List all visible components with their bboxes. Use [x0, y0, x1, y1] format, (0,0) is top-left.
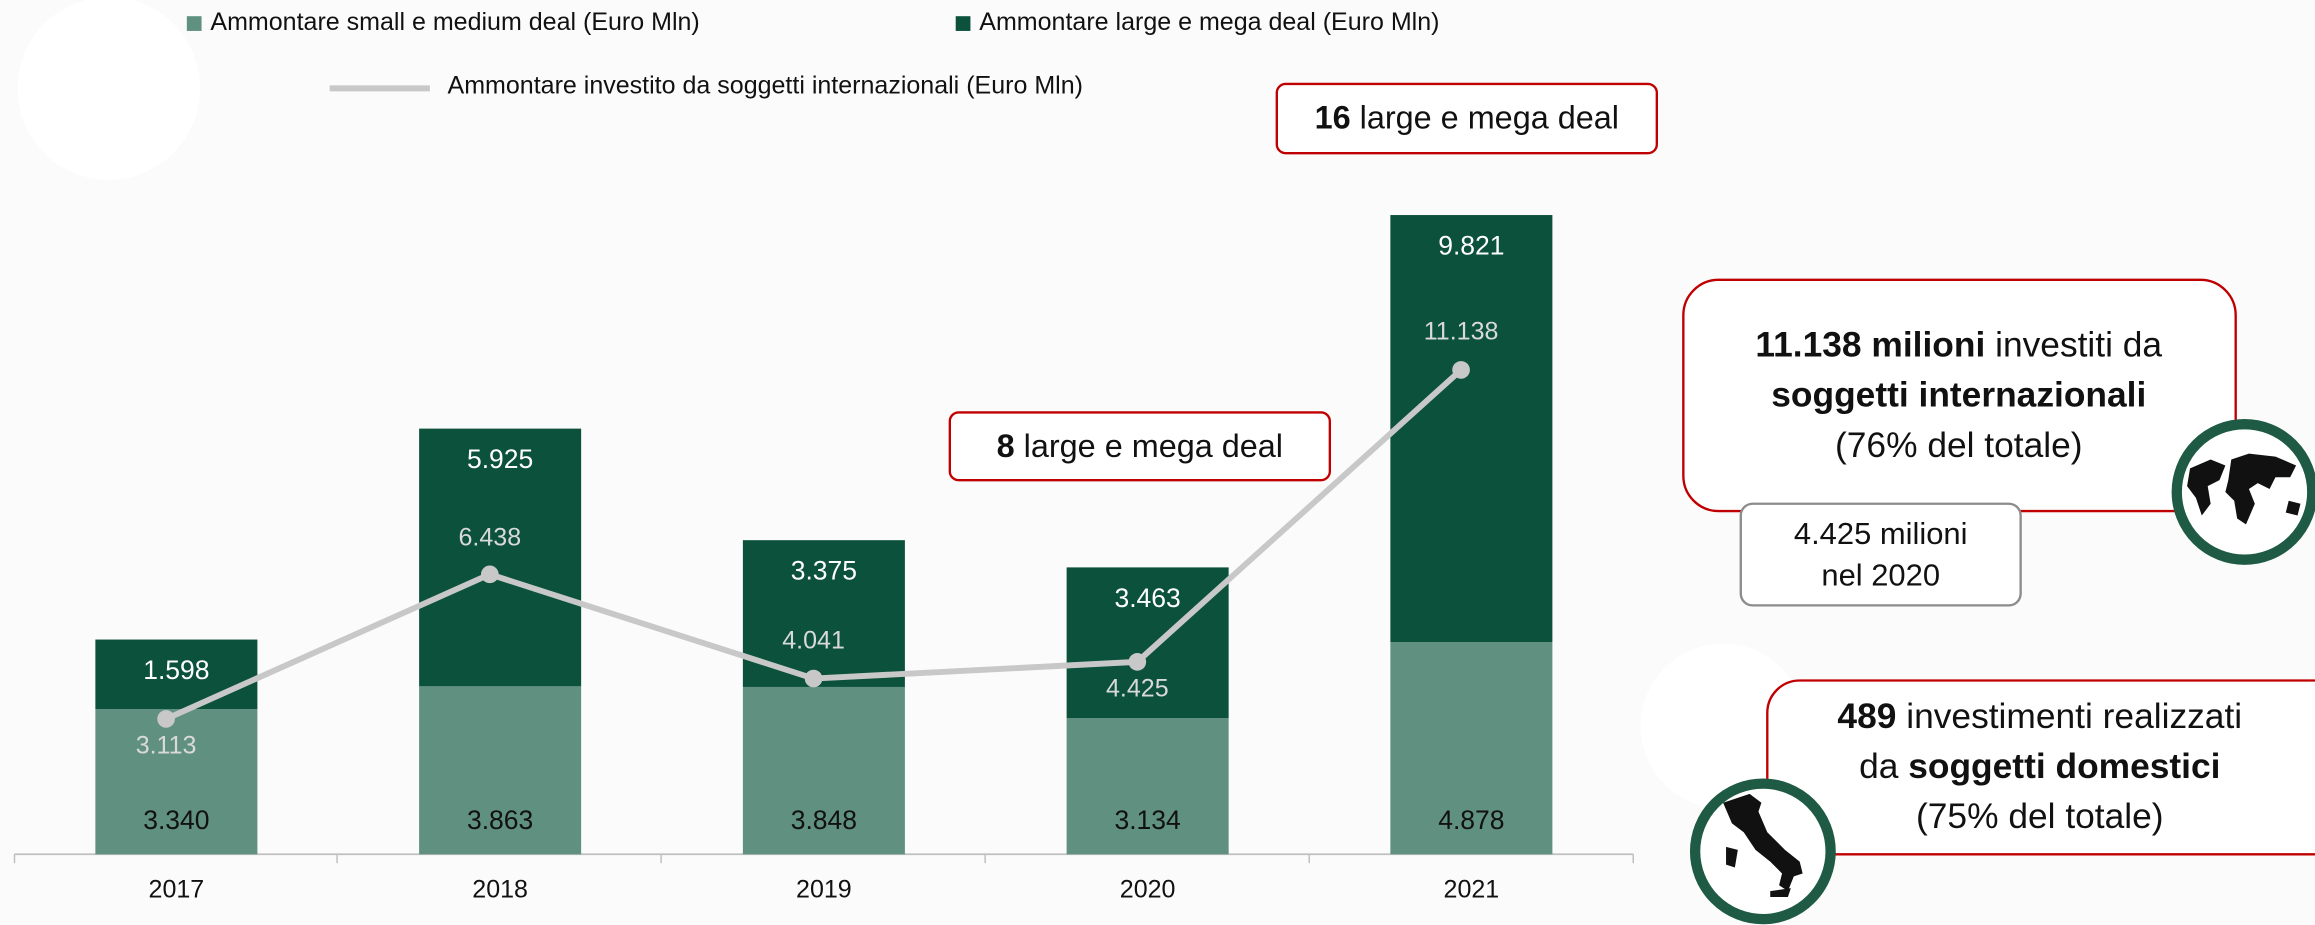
annotation-span: (75% del totale)	[1916, 797, 2164, 836]
bar-segment	[95, 709, 258, 855]
world-shape	[2187, 453, 2301, 525]
bar-segment	[1066, 567, 1229, 719]
annotation-span: 8	[997, 427, 1015, 463]
annotation-span: large e mega deal	[1351, 99, 1619, 135]
line-point	[1128, 653, 1147, 671]
annotation-text: 489 investimenti realizzati	[1837, 697, 2242, 736]
annotation-box	[948, 411, 1332, 482]
x-tick-label: 2019	[796, 876, 852, 904]
annotation-text: nel 2020	[1821, 558, 1940, 593]
annotation-text: (76% del totale)	[1835, 426, 2083, 465]
legend-label: Ammontare large e mega deal (Euro Mln)	[979, 8, 1439, 36]
bar-segment	[1390, 642, 1553, 855]
bar-segment	[1066, 718, 1229, 855]
line-value-label: 3.113	[136, 732, 197, 760]
legend-swatch	[186, 16, 202, 31]
annotation: 489 investimenti realizzati da soggetti d…	[1766, 679, 2315, 856]
annotation-span: large e mega deal	[1015, 427, 1283, 463]
line-value-label: 11.138	[1424, 318, 1499, 346]
bar-segment	[419, 428, 582, 687]
bar-segment	[95, 639, 258, 710]
annotation-span: soggetti internazionali	[1771, 376, 2146, 415]
decor-circle	[1640, 643, 1806, 809]
legend-label: Ammontare investito da soggetti internaz…	[448, 72, 1083, 100]
value-label: 3.134	[1114, 805, 1180, 835]
annotation: 8 large e mega deal	[948, 411, 1332, 482]
annotation-span: 489	[1837, 697, 1896, 736]
bar-segment	[419, 686, 582, 855]
value-label: 3.375	[791, 556, 857, 586]
value-label: 1.598	[143, 655, 209, 685]
line-value-label: 4.425	[1106, 674, 1169, 702]
annotation-text: soggetti internazionali	[1771, 376, 2146, 415]
annotation: 11.138 milioni investiti da soggetti inte…	[1682, 278, 2237, 513]
annotation-span: 11.138 milioni	[1755, 326, 1985, 365]
annotation-text: da soggetti domestici	[1859, 747, 2220, 786]
legend-swatch	[955, 16, 971, 31]
line-value-label: 4.041	[782, 626, 845, 654]
annotation-span: investimenti realizzati	[1896, 697, 2242, 736]
value-label: 5.925	[467, 444, 533, 474]
value-label: 3.340	[143, 805, 209, 835]
x-tick-label: 2018	[472, 876, 528, 904]
x-tick-label: 2017	[149, 876, 205, 904]
line-point	[480, 565, 499, 584]
italy-shape	[1723, 793, 1803, 898]
annotation-text: 11.138 milioni investiti da	[1755, 326, 2162, 365]
annotation-box	[1739, 502, 2022, 607]
line-point	[804, 669, 823, 688]
line-point	[157, 710, 175, 728]
annotation-span: 16	[1315, 99, 1351, 135]
x-tick-label: 2020	[1120, 876, 1176, 904]
annotation-span: (76% del totale)	[1835, 426, 2083, 465]
italy-icon	[1689, 778, 1836, 925]
annotation-box	[1275, 82, 1659, 155]
annotation-text: 4.425 milioni	[1794, 516, 1968, 551]
annotation-box	[1766, 679, 2315, 856]
line-point	[1452, 361, 1470, 379]
value-label: 9.821	[1438, 230, 1504, 260]
bar-segment	[742, 686, 905, 855]
bar-segment	[1390, 215, 1553, 643]
annotation-span: soggetti domestici	[1908, 747, 2220, 786]
value-label: 4.878	[1438, 805, 1504, 835]
decor-circle	[17, 0, 201, 180]
x-tick-label: 2021	[1444, 876, 1500, 904]
annotation: 16 large e mega deal	[1275, 82, 1659, 155]
annotation-text: 8 large e mega deal	[997, 427, 1283, 463]
line-value-label: 6.438	[459, 524, 522, 552]
world-icon	[2171, 419, 2315, 565]
annotation-text: 16 large e mega deal	[1315, 99, 1619, 135]
annotation-span: 4.425 milioni	[1794, 516, 1968, 551]
annotation: 4.425 milioni nel 2020	[1739, 502, 2022, 607]
axis-ticks	[13, 854, 1634, 864]
annotation-text: (75% del totale)	[1916, 797, 2164, 836]
legend-label: Ammontare small e medium deal (Euro Mln)	[210, 8, 699, 36]
annotation-span: investiti da	[1985, 326, 2162, 365]
value-label: 3.863	[467, 805, 533, 835]
value-label: 3.848	[791, 805, 857, 835]
value-label: 3.463	[1114, 583, 1180, 613]
annotation-span: nel 2020	[1821, 558, 1940, 593]
annotation-span: da	[1859, 747, 1908, 786]
